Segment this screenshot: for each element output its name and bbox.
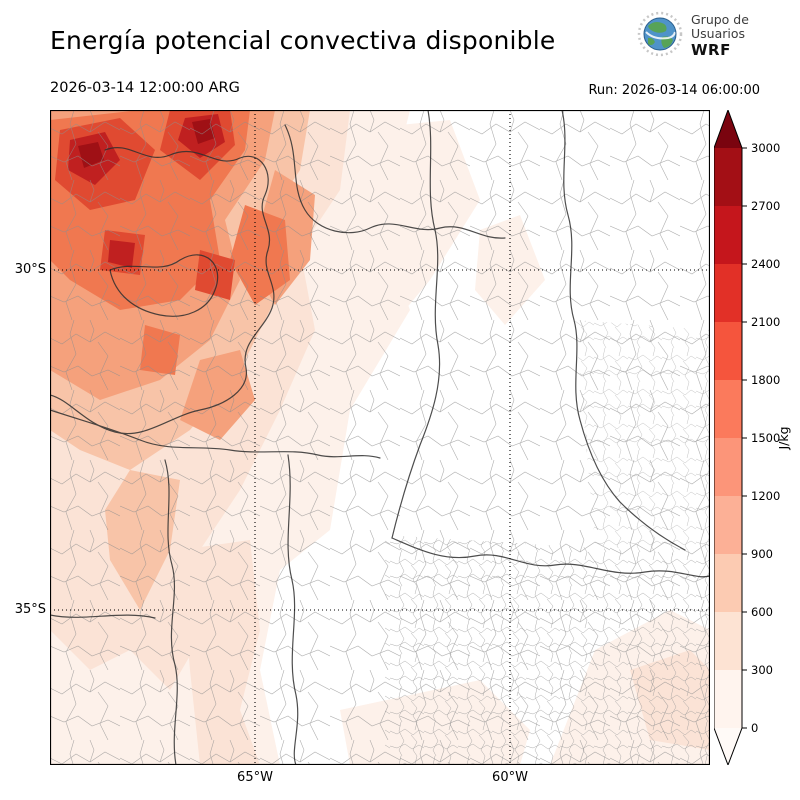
lon-tick-65w: 65°W xyxy=(237,770,273,785)
wrf-users-group-logo: Grupo de Usuarios WRF xyxy=(636,10,749,62)
cbar-tick-600: 600 xyxy=(751,605,773,619)
run-time-label: Run: 2026-03-14 06:00:00 xyxy=(588,83,760,98)
cbar-tick-1200: 1200 xyxy=(751,489,780,503)
map-panel xyxy=(49,109,711,766)
colorbar-unit-label: J/kg xyxy=(776,426,791,450)
cbar-tick-0: 0 xyxy=(751,721,758,735)
colorbar-svg: 3000 2700 2400 2100 1800 1500 1200 900 6… xyxy=(713,108,791,767)
cape-map-svg xyxy=(49,109,711,766)
cbar-tick-2100: 2100 xyxy=(751,315,780,329)
cbar-tick-1800: 1800 xyxy=(751,373,780,387)
department-boundaries xyxy=(50,110,710,765)
cbar-tick-1500: 1500 xyxy=(751,431,780,445)
colorbar-tick-marks xyxy=(742,147,747,729)
map-frame xyxy=(49,109,711,766)
cbar-tick-2400: 2400 xyxy=(751,257,780,271)
lon-tick-60w: 60°W xyxy=(492,770,528,785)
cbar-tick-3000: 3000 xyxy=(751,141,780,155)
page-title: Energía potencial convectiva disponible xyxy=(50,26,556,55)
cbar-tick-900: 900 xyxy=(751,547,773,561)
lat-tick-30s: 30°S xyxy=(14,262,46,277)
cbar-tick-300: 300 xyxy=(751,663,773,677)
lat-tick-35s: 35°S xyxy=(14,602,46,617)
colorbar-tick-labels: 3000 2700 2400 2100 1800 1500 1200 900 6… xyxy=(751,141,780,735)
colorbar-segments xyxy=(714,110,742,765)
logo-text: Grupo de Usuarios WRF xyxy=(691,12,749,59)
logo-line-3: WRF xyxy=(691,40,731,59)
logo-line-1: Grupo de xyxy=(691,12,749,27)
province-boundaries xyxy=(49,109,711,766)
globe-icon xyxy=(636,10,684,62)
cbar-tick-2700: 2700 xyxy=(751,199,780,213)
colorbar: 3000 2700 2400 2100 1800 1500 1200 900 6… xyxy=(713,108,796,767)
logo-line-2: Usuarios xyxy=(691,26,746,42)
valid-time-label: 2026-03-14 12:00:00 ARG xyxy=(50,80,240,96)
